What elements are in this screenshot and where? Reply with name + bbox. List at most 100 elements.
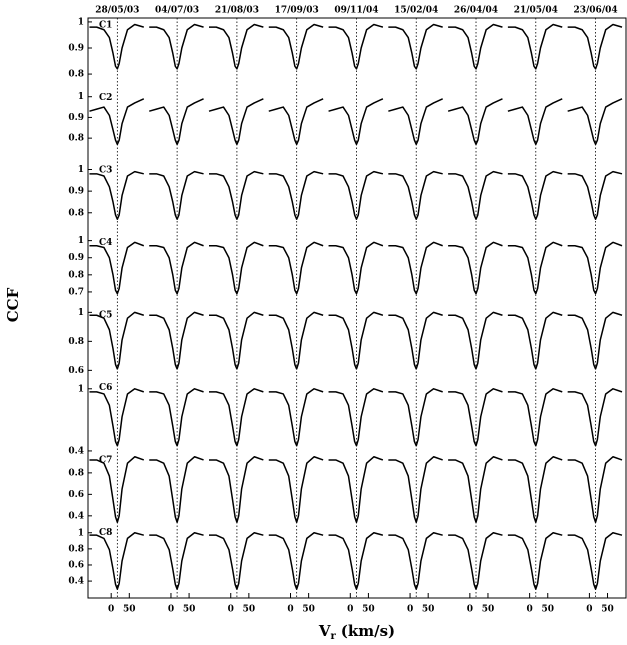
x-tick-label: 50	[482, 605, 495, 615]
ccf-curve	[328, 170, 384, 221]
ccf-curve	[208, 98, 264, 146]
ccf-curve	[268, 456, 324, 524]
x-tick-label: 0	[586, 605, 592, 615]
row-label: C1	[99, 21, 112, 31]
ccf-curve	[89, 98, 145, 146]
y-tick-label: 1	[78, 528, 84, 538]
ccf-curve	[507, 388, 563, 447]
ccf-curve	[328, 532, 384, 590]
row-label: C6	[99, 383, 112, 393]
y-tick-label: 1	[78, 165, 84, 175]
row-label: C8	[99, 528, 112, 538]
ccf-curve	[268, 311, 324, 370]
ccf-curve	[209, 388, 264, 447]
x-tick-label: 50	[422, 605, 435, 615]
ccf-curve	[567, 388, 623, 447]
ccf-curve	[447, 98, 503, 146]
y-tick-label: 0.8	[68, 468, 84, 478]
ccf-curve	[567, 456, 623, 524]
y-tick-label: 1	[78, 92, 84, 102]
ccf-curve	[149, 23, 204, 70]
ccf-curve	[388, 170, 443, 221]
ccf-curve	[567, 98, 623, 146]
ccf-curve	[268, 23, 324, 70]
ccf-curve	[89, 311, 145, 370]
ccf-curve	[507, 170, 563, 221]
x-tick-label: 50	[302, 605, 315, 615]
y-tick-label: 0.9	[68, 187, 84, 197]
x-tick-label: 50	[123, 605, 136, 615]
y-tick-label: 0.6	[68, 560, 84, 570]
y-tick-label: 1	[78, 308, 84, 318]
ccf-curve	[268, 388, 324, 447]
y-tick-label: 0.9	[68, 43, 84, 53]
x-tick-label: 50	[183, 605, 196, 615]
row-label: C4	[99, 238, 112, 248]
column-date: 21/05/04	[514, 6, 558, 16]
ccf-curve	[209, 170, 264, 221]
column-date: 04/07/03	[155, 6, 199, 16]
ccf-curve	[209, 456, 264, 524]
ccf-curve	[149, 311, 204, 370]
ccf-curve	[89, 241, 145, 295]
y-tick-label: 0.4	[68, 511, 84, 521]
y-tick-label: 0.6	[68, 490, 84, 500]
y-tick-label: 0.9	[68, 113, 84, 123]
y-tick-label: 1	[78, 384, 84, 394]
y-tick-label: 0.8	[68, 270, 84, 280]
x-label-units: (km/s)	[341, 622, 395, 640]
ccf-curve	[507, 532, 563, 590]
ccf-curve	[448, 388, 503, 447]
ccf-curve	[209, 241, 264, 295]
ccf-curve	[448, 241, 503, 295]
ccf-curve	[567, 311, 623, 370]
ccf-curve	[149, 170, 204, 221]
column-date: 09/11/04	[334, 6, 378, 16]
x-tick-label: 50	[541, 605, 554, 615]
ccf-curve	[328, 23, 384, 70]
ccf-curve	[268, 170, 324, 221]
ccf-curve	[89, 170, 144, 221]
y-tick-label: 0.9	[68, 253, 84, 263]
ccf-curve	[89, 532, 144, 590]
y-tick-label: 1	[78, 236, 84, 246]
x-tick-label: 50	[243, 605, 256, 615]
ccf-curve	[388, 241, 443, 295]
y-tick-label: 0.4	[68, 577, 84, 587]
ccf-curve	[448, 532, 503, 590]
y-tick-label: 0.8	[68, 134, 84, 144]
ccf-curve	[149, 456, 204, 524]
y-tick-label: 1	[78, 17, 84, 27]
column-date: 21/08/03	[215, 6, 259, 16]
ccf-curve	[448, 23, 503, 70]
y-tick-label: 0.6	[68, 366, 84, 376]
x-tick-label: 0	[526, 605, 532, 615]
x-axis-label: Vr (km/s)	[318, 622, 395, 642]
x-tick-label: 0	[407, 605, 413, 615]
ccf-curve	[448, 311, 503, 370]
column-date: 28/05/03	[95, 6, 139, 16]
ccf-curve	[507, 23, 563, 70]
ccf-curve	[388, 98, 443, 146]
ccf-curve	[507, 311, 563, 370]
ccf-curve	[268, 241, 324, 295]
ccf-curve	[149, 388, 204, 447]
ccf-curve	[567, 532, 623, 590]
ccf-curve	[209, 311, 264, 370]
y-tick-label: 0.4	[68, 446, 84, 456]
x-tick-label: 0	[347, 605, 353, 615]
ccf-curve	[209, 532, 264, 590]
x-label-symbol: V	[318, 622, 331, 640]
ccf-curve	[507, 98, 563, 146]
x-tick-label: 50	[601, 605, 614, 615]
x-tick-label: 0	[228, 605, 234, 615]
row-label: C5	[99, 311, 112, 321]
ccf-curve	[448, 456, 503, 524]
row-label: C7	[99, 456, 112, 466]
ccf-curve	[328, 311, 384, 370]
ccf-curve	[149, 532, 204, 590]
row-label: C3	[99, 166, 112, 176]
ccf-curve	[507, 241, 563, 295]
y-tick-label: 0.8	[68, 544, 84, 554]
